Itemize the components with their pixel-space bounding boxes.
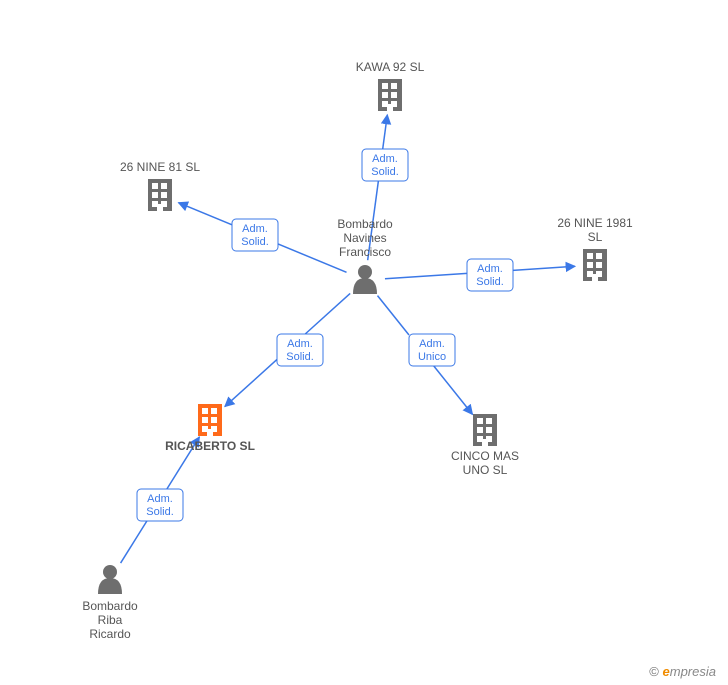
node-label: Riba xyxy=(98,613,123,627)
edge: Adm.Unico xyxy=(377,296,472,415)
building-icon xyxy=(583,249,607,281)
building-icon xyxy=(473,414,497,446)
edge: Adm.Solid. xyxy=(178,203,346,273)
node-label: Francisco xyxy=(339,245,391,259)
company-node[interactable]: KAWA 92 SL xyxy=(356,60,425,111)
copyright-symbol: © xyxy=(649,664,659,679)
person-node[interactable]: BombardoRibaRicardo xyxy=(82,565,138,641)
edge-label-text: Adm. xyxy=(372,153,398,165)
edge-label-text: Adm. xyxy=(242,223,268,235)
edge-label-text: Solid. xyxy=(241,236,269,248)
edge-label-text: Adm. xyxy=(477,263,503,275)
edge-label-text: Solid. xyxy=(286,351,314,363)
node-label: 26 NINE 81 SL xyxy=(120,160,200,174)
company-node[interactable]: CINCO MASUNO SL xyxy=(451,414,519,477)
footer: © empresia xyxy=(649,664,716,679)
edge-label-text: Solid. xyxy=(146,506,174,518)
edge-label-text: Adm. xyxy=(147,493,173,505)
company-node[interactable]: 26 NINE 1981SL xyxy=(557,216,633,281)
edge: Adm.Solid. xyxy=(121,437,200,563)
node-label: CINCO MAS xyxy=(451,449,519,463)
edge-label-text: Unico xyxy=(418,351,446,363)
network-diagram: Adm.Solid.Adm.Solid.Adm.Solid.Adm.Solid.… xyxy=(0,0,728,685)
building-icon xyxy=(148,179,172,211)
node-label: UNO SL xyxy=(463,463,508,477)
edge-label-text: Adm. xyxy=(287,338,313,350)
edge-label-text: Adm. xyxy=(419,338,445,350)
building-icon xyxy=(198,404,222,436)
person-node[interactable]: BombardoNavinesFrancisco xyxy=(337,217,393,294)
node-label: Bombardo xyxy=(337,217,393,231)
person-icon xyxy=(353,265,377,294)
edge: Adm.Solid. xyxy=(385,259,575,291)
node-label: KAWA 92 SL xyxy=(356,60,425,74)
company-node[interactable]: RICABERTO SL xyxy=(165,404,255,453)
person-icon xyxy=(98,565,122,594)
node-label: SL xyxy=(588,230,603,244)
node-label: Bombardo xyxy=(82,599,138,613)
company-node[interactable]: 26 NINE 81 SL xyxy=(120,160,200,211)
node-label: RICABERTO SL xyxy=(165,439,255,453)
edge-label-text: Solid. xyxy=(476,276,504,288)
building-icon xyxy=(378,79,402,111)
edge: Adm.Solid. xyxy=(225,293,350,406)
edge-label-text: Solid. xyxy=(371,166,399,178)
node-label: Ricardo xyxy=(89,627,131,641)
node-label: 26 NINE 1981 xyxy=(557,216,633,230)
node-label: Navines xyxy=(343,231,386,245)
brand: empresia xyxy=(663,664,716,679)
